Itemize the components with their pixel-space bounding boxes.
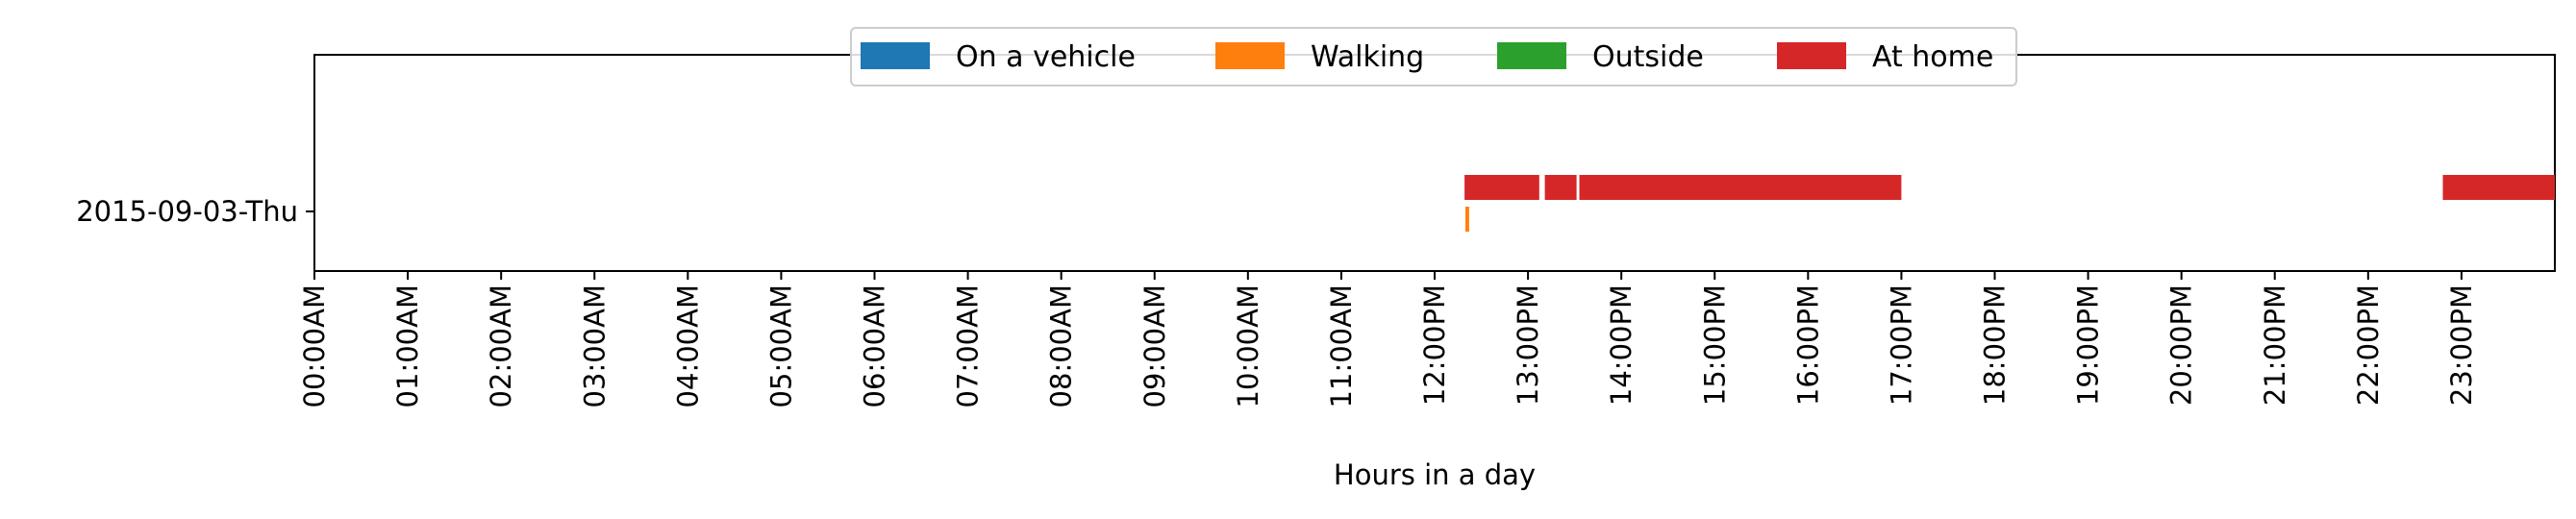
x-tick-label-23: 23:00PM	[2445, 284, 2478, 406]
legend-swatch-walking	[1215, 42, 1285, 69]
legend-label-outside: Outside	[1592, 40, 1704, 74]
x-tick-label-14: 14:00PM	[1605, 284, 1638, 406]
legend-swatch-outside	[1497, 42, 1566, 69]
bar-walking-0	[1465, 207, 1469, 232]
y-tick-label-0: 2015-09-03-Thu	[76, 195, 298, 228]
x-tick-label-15: 15:00PM	[1698, 284, 1731, 406]
y-ticks: 2015-09-03-Thu	[76, 195, 314, 228]
legend: On a vehicle Walking Outside At home	[850, 27, 2017, 86]
x-tick-label-1: 01:00AM	[391, 284, 424, 408]
x-tick-label-20: 20:00PM	[2165, 284, 2198, 406]
x-tick-label-19: 19:00PM	[2072, 284, 2105, 406]
x-tick-label-7: 07:00AM	[952, 284, 985, 408]
x-tick-label-12: 12:00PM	[1418, 284, 1451, 406]
x-tick-label-3: 03:00AM	[578, 284, 611, 408]
bar-home-2	[1579, 175, 1902, 200]
x-tick-label-16: 16:00PM	[1791, 284, 1824, 406]
x-tick-label-0: 00:00AM	[298, 284, 331, 408]
plot-area-frame	[313, 54, 2556, 272]
x-tick-label-6: 06:00AM	[859, 284, 891, 408]
legend-swatch-vehicle	[861, 42, 930, 69]
x-tick-label-2: 02:00AM	[485, 284, 517, 408]
x-tick-label-9: 09:00AM	[1138, 284, 1171, 408]
x-tick-label-13: 13:00PM	[1512, 284, 1544, 406]
bars-layer	[1464, 175, 2555, 232]
x-tick-label-21: 21:00PM	[2259, 284, 2291, 406]
x-tick-label-18: 18:00PM	[1979, 284, 2012, 406]
bar-home-3	[2442, 175, 2555, 200]
x-tick-label-17: 17:00PM	[1885, 284, 1917, 406]
bar-home-0	[1464, 175, 1539, 200]
legend-label-home: At home	[1872, 40, 1993, 74]
x-ticks: 00:00AM 01:00AM 02:00AM 03:00AM 04:00AM 05:00…	[298, 271, 2478, 408]
x-tick-label-11: 11:00AM	[1325, 284, 1358, 408]
x-tick-label-22: 22:00PM	[2352, 284, 2385, 406]
legend-frame	[850, 27, 2017, 86]
bar-home-1	[1544, 175, 1577, 200]
x-axis-label: Hours in a day	[1334, 458, 1536, 491]
legend-label-walking: Walking	[1311, 40, 1424, 74]
x-tick-label-10: 10:00AM	[1232, 284, 1264, 408]
legend-label-vehicle: On a vehicle	[956, 40, 1136, 74]
legend-swatch-home	[1777, 42, 1846, 69]
x-tick-label-5: 05:00AM	[764, 284, 797, 408]
x-tick-label-4: 04:00AM	[671, 284, 704, 408]
x-tick-label-8: 08:00AM	[1045, 284, 1078, 408]
